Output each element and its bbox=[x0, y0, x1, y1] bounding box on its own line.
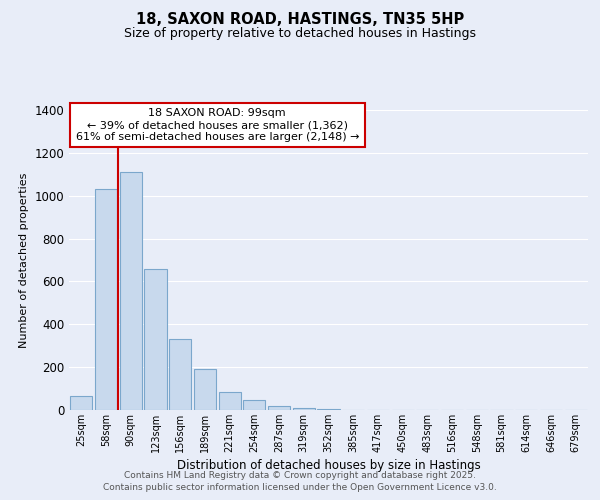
Bar bbox=[169, 340, 191, 410]
Bar bbox=[218, 392, 241, 410]
Bar bbox=[95, 190, 117, 410]
Y-axis label: Number of detached properties: Number of detached properties bbox=[19, 172, 29, 348]
Bar bbox=[194, 370, 216, 410]
Text: 18 SAXON ROAD: 99sqm  
← 39% of detached houses are smaller (1,362)
61% of semi-: 18 SAXON ROAD: 99sqm ← 39% of detached h… bbox=[76, 108, 359, 142]
Bar bbox=[119, 172, 142, 410]
Bar bbox=[243, 400, 265, 410]
Bar bbox=[317, 409, 340, 410]
X-axis label: Distribution of detached houses by size in Hastings: Distribution of detached houses by size … bbox=[176, 459, 481, 472]
Text: Contains HM Land Registry data © Crown copyright and database right 2025.
Contai: Contains HM Land Registry data © Crown c… bbox=[103, 471, 497, 492]
Bar bbox=[268, 406, 290, 410]
Bar bbox=[70, 396, 92, 410]
Text: Size of property relative to detached houses in Hastings: Size of property relative to detached ho… bbox=[124, 28, 476, 40]
Bar bbox=[293, 408, 315, 410]
Bar bbox=[145, 268, 167, 410]
Text: 18, SAXON ROAD, HASTINGS, TN35 5HP: 18, SAXON ROAD, HASTINGS, TN35 5HP bbox=[136, 12, 464, 28]
